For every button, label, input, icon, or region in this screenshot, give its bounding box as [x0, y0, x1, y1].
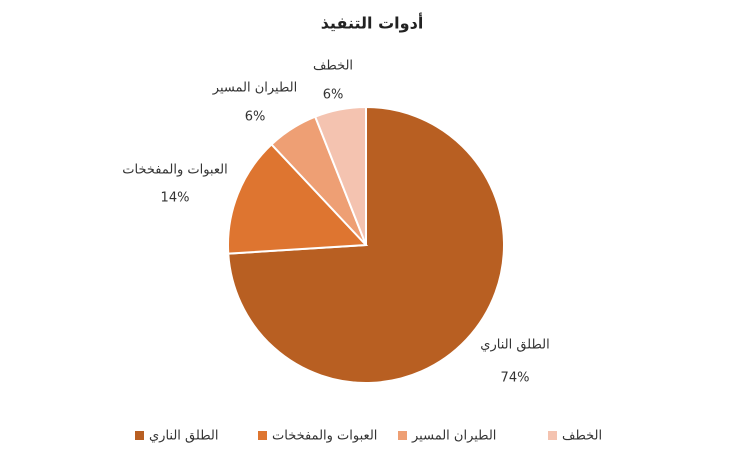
legend-label: العبوات والمفخخات	[272, 429, 377, 444]
slice-label: العبوات والمفخخات	[122, 163, 227, 178]
legend-swatch	[398, 431, 407, 440]
value-label: 6%	[245, 110, 266, 125]
legend-swatch	[258, 431, 267, 440]
value-label: 74%	[501, 371, 530, 386]
legend-swatch	[135, 431, 144, 440]
legend-label: الطيران المسير	[411, 429, 496, 444]
slice-label: الخطف	[313, 59, 353, 74]
value-label: 6%	[323, 88, 344, 103]
pie-slice	[227, 142, 369, 255]
legend-label: الخطف	[562, 429, 602, 444]
chart-title: أدوات التنفيذ	[321, 13, 424, 33]
slice-label: الطيران المسير	[212, 81, 297, 96]
pie-slice	[313, 105, 367, 246]
legend-swatch	[548, 431, 557, 440]
legend-label: الطلق الناري	[149, 429, 218, 444]
slice-label: الطلق الناري	[480, 338, 549, 353]
value-label: 14%	[161, 191, 190, 206]
